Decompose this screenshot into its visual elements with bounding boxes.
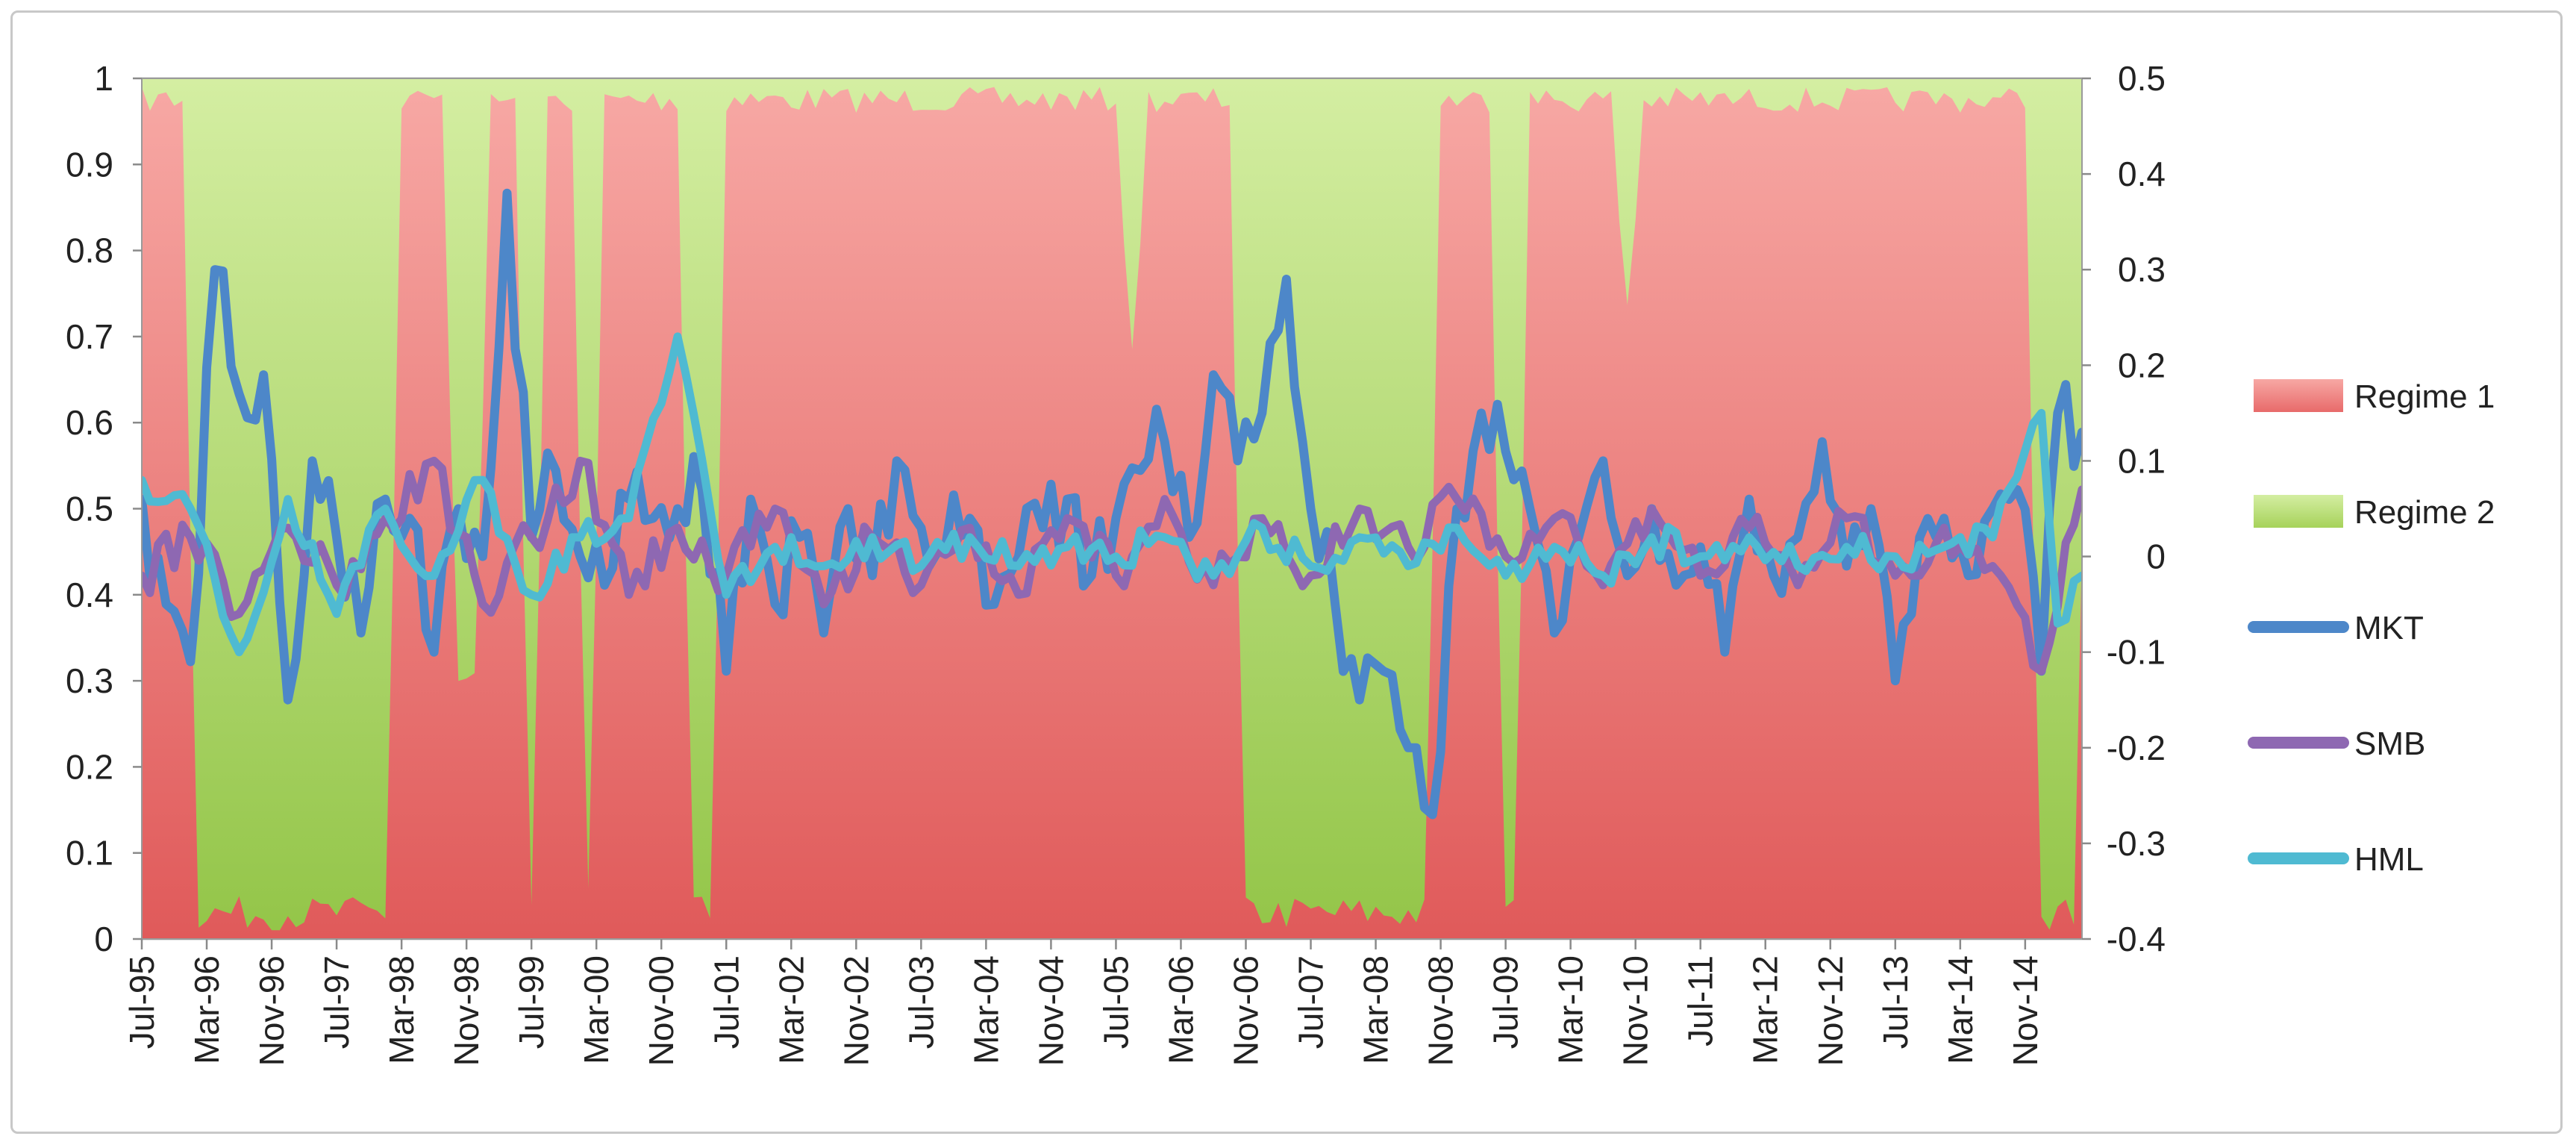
x-tick-label: Nov-14 (2006, 955, 2045, 1066)
y-left-tick-label: 0.9 (66, 145, 113, 184)
x-tick-label: Nov-96 (252, 955, 291, 1066)
x-tick-label: Nov-12 (1811, 955, 1850, 1066)
legend-label: Regime 2 (2354, 494, 2495, 531)
legend-swatch (2254, 495, 2343, 528)
axes: 0 0.1 0.2 0.3 0.4 0.5 0.6 0.7 0.8 0.9 1 -0.4 -0.3 -0.… (66, 59, 2166, 1066)
y-left-tick-label: 0.1 (66, 834, 113, 873)
legend-label: SMB (2354, 726, 2425, 762)
y-right-tick-label: 0.1 (2118, 441, 2166, 480)
legend-item-hml: HML (2248, 841, 2424, 878)
legend: Regime 1 Regime 2 MKT SMB HML (2248, 378, 2495, 878)
legend-item-regime-1: Regime 1 (2254, 378, 2495, 415)
x-tick-label: Nov-08 (1422, 955, 1460, 1066)
y-left-tick-label: 0.2 (66, 747, 113, 786)
legend-item-smb: SMB (2248, 726, 2425, 762)
x-tick-label: Nov-04 (1031, 955, 1070, 1066)
x-tick-label: Jul-13 (1876, 955, 1915, 1049)
legend-label: HML (2354, 841, 2424, 878)
x-tick-label: Jul-03 (901, 955, 940, 1049)
y-left-tick-label: 1 (94, 59, 113, 98)
x-tick-label: Nov-00 (642, 955, 681, 1066)
y-right-tick-label: 0.2 (2118, 346, 2166, 384)
x-tick-label: Mar-12 (1746, 955, 1785, 1064)
series-line-hml (142, 332, 2082, 657)
y-right-tick-label: -0.3 (2107, 824, 2166, 863)
x-tick-label: Jul-95 (122, 955, 161, 1049)
legend-item-mkt: MKT (2248, 610, 2424, 646)
legend-swatch (2254, 379, 2343, 412)
factor-lines (142, 188, 2082, 820)
x-tick-label: Nov-06 (1226, 955, 1265, 1066)
y-right-tick-label: -0.2 (2107, 729, 2166, 767)
legend-label: Regime 1 (2354, 378, 2495, 415)
x-tick-label: Jul-11 (1681, 955, 1720, 1046)
y-left-tick-label: 0.4 (66, 575, 113, 614)
x-tick-label: Mar-08 (1357, 955, 1395, 1064)
x-tick-label: Jul-09 (1486, 955, 1525, 1049)
x-tick-label: Jul-05 (1096, 955, 1135, 1049)
y-left-tick-label: 0.5 (66, 490, 113, 528)
x-tick-label: Nov-02 (837, 955, 875, 1066)
x-tick-label: Nov-10 (1616, 955, 1655, 1066)
y-right-tick-label: 0.3 (2118, 250, 2166, 289)
x-tick-label: Jul-97 (317, 955, 356, 1049)
x-tick-label: Jul-07 (1292, 955, 1331, 1049)
x-tick-label: Nov-98 (447, 955, 486, 1066)
legend-label: MKT (2354, 610, 2424, 646)
x-tick-label: Mar-10 (1551, 955, 1590, 1064)
x-tick-label: Mar-04 (966, 955, 1005, 1064)
y-left-tick-label: 0 (94, 920, 113, 958)
y-right-tick-label: 0 (2146, 537, 2166, 576)
y-left-tick-label: 0.8 (66, 231, 113, 270)
x-tick-label: Mar-00 (577, 955, 616, 1064)
y-right-tick-label: 0.4 (2118, 155, 2166, 193)
regime-areas (142, 78, 2082, 939)
y-right-tick-label: -0.4 (2107, 920, 2166, 958)
x-tick-label: Jul-01 (707, 955, 745, 1049)
y-left-tick-label: 0.3 (66, 661, 113, 700)
x-tick-label: Mar-02 (772, 955, 810, 1064)
legend-item-regime-2: Regime 2 (2254, 494, 2495, 531)
regime-1-area (142, 87, 2082, 939)
x-tick-label: Mar-14 (1941, 955, 1980, 1064)
x-tick-label: Mar-96 (187, 955, 226, 1064)
y-left-tick-label: 0.7 (66, 317, 113, 356)
y-left-tick-label: 0.6 (66, 403, 113, 442)
y-right-tick-label: 0.5 (2118, 59, 2166, 98)
x-tick-label: Jul-99 (512, 955, 551, 1049)
x-tick-label: Mar-98 (382, 955, 421, 1064)
y-right-tick-label: -0.1 (2107, 633, 2166, 672)
x-tick-label: Mar-06 (1161, 955, 1200, 1064)
